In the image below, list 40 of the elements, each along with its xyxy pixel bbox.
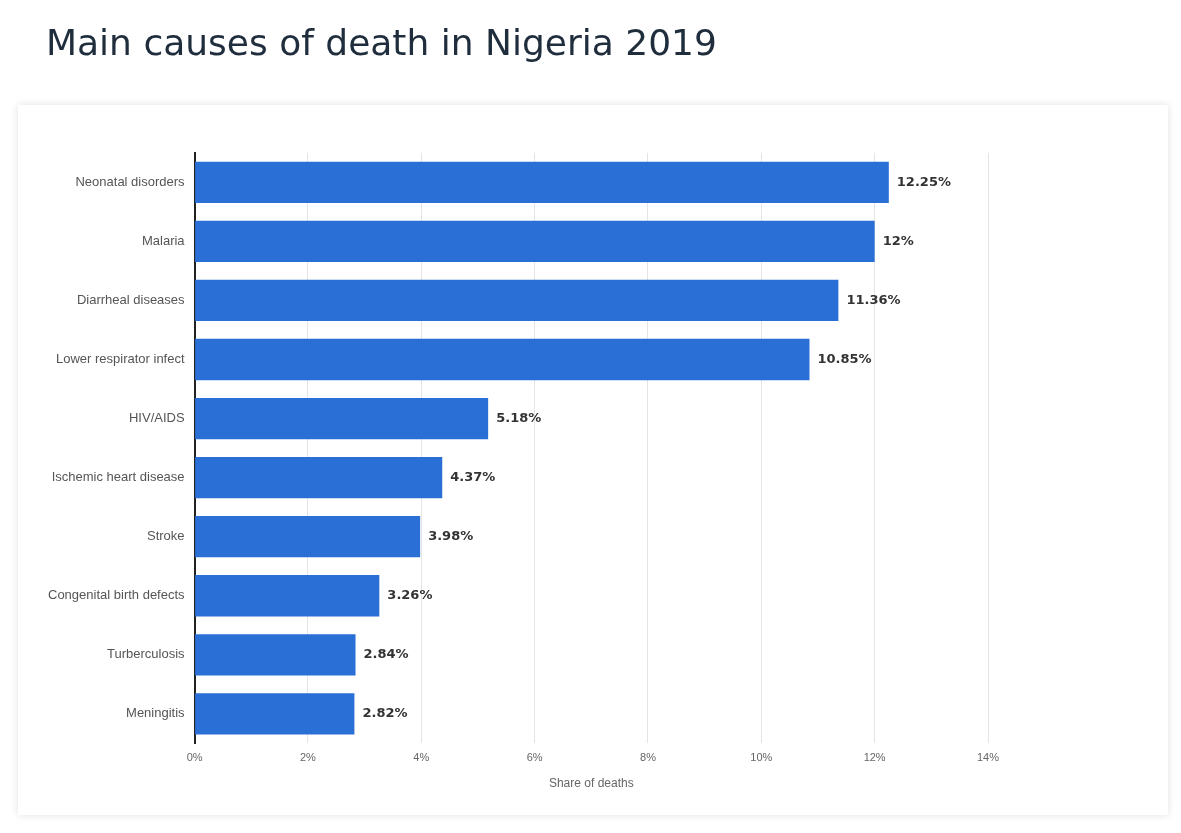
x-axis-title: Share of deaths [548, 776, 634, 791]
bar [195, 397, 489, 440]
bar [195, 279, 839, 322]
x-tick-label: 0% [186, 751, 203, 764]
bar [195, 220, 875, 263]
bar [195, 516, 421, 558]
data-label: 10.85% [817, 350, 872, 366]
bar [195, 575, 380, 617]
bar [195, 161, 889, 203]
data-label: 12% [882, 232, 914, 248]
y-tick-label: Congenital birth defects [47, 587, 186, 603]
bar [195, 634, 356, 676]
y-tick-label: Neonatal disorders [75, 173, 186, 189]
bar [195, 693, 355, 735]
y-tick-label: Turberculosis [107, 646, 186, 662]
data-label: 4.37% [450, 469, 496, 485]
y-tick-label: Meningitis [126, 705, 186, 721]
chart-title: Main causes of death in Nigeria 2019 [46, 22, 717, 63]
y-tick-label: Stroke [147, 528, 185, 544]
y-tick-label: Lower respirator infect [55, 351, 185, 367]
x-tick-label: 8% [640, 751, 657, 764]
bar [195, 338, 810, 381]
data-label: 12.25% [896, 173, 951, 189]
y-tick-label: Ischemic heart disease [51, 469, 185, 485]
data-label: 11.36% [846, 291, 901, 307]
data-label: 5.18% [496, 409, 542, 425]
y-tick-label: Malaria [141, 232, 186, 248]
x-tick-label: 2% [299, 751, 317, 764]
data-label: 3.98% [428, 528, 474, 544]
x-tick-label: 10% [750, 751, 773, 764]
x-tick-label: 12% [863, 751, 886, 764]
data-label: 2.82% [362, 705, 408, 721]
data-label: 2.84% [363, 646, 409, 662]
bar [195, 456, 443, 499]
y-tick-label: Diarrheal diseases [76, 292, 186, 308]
x-tick-label: 6% [526, 751, 543, 764]
x-tick-label: 14% [976, 751, 1000, 764]
x-tick-label: 4% [413, 751, 430, 764]
y-tick-label: HIV/AIDS [128, 410, 185, 426]
data-label: 3.26% [387, 587, 433, 603]
